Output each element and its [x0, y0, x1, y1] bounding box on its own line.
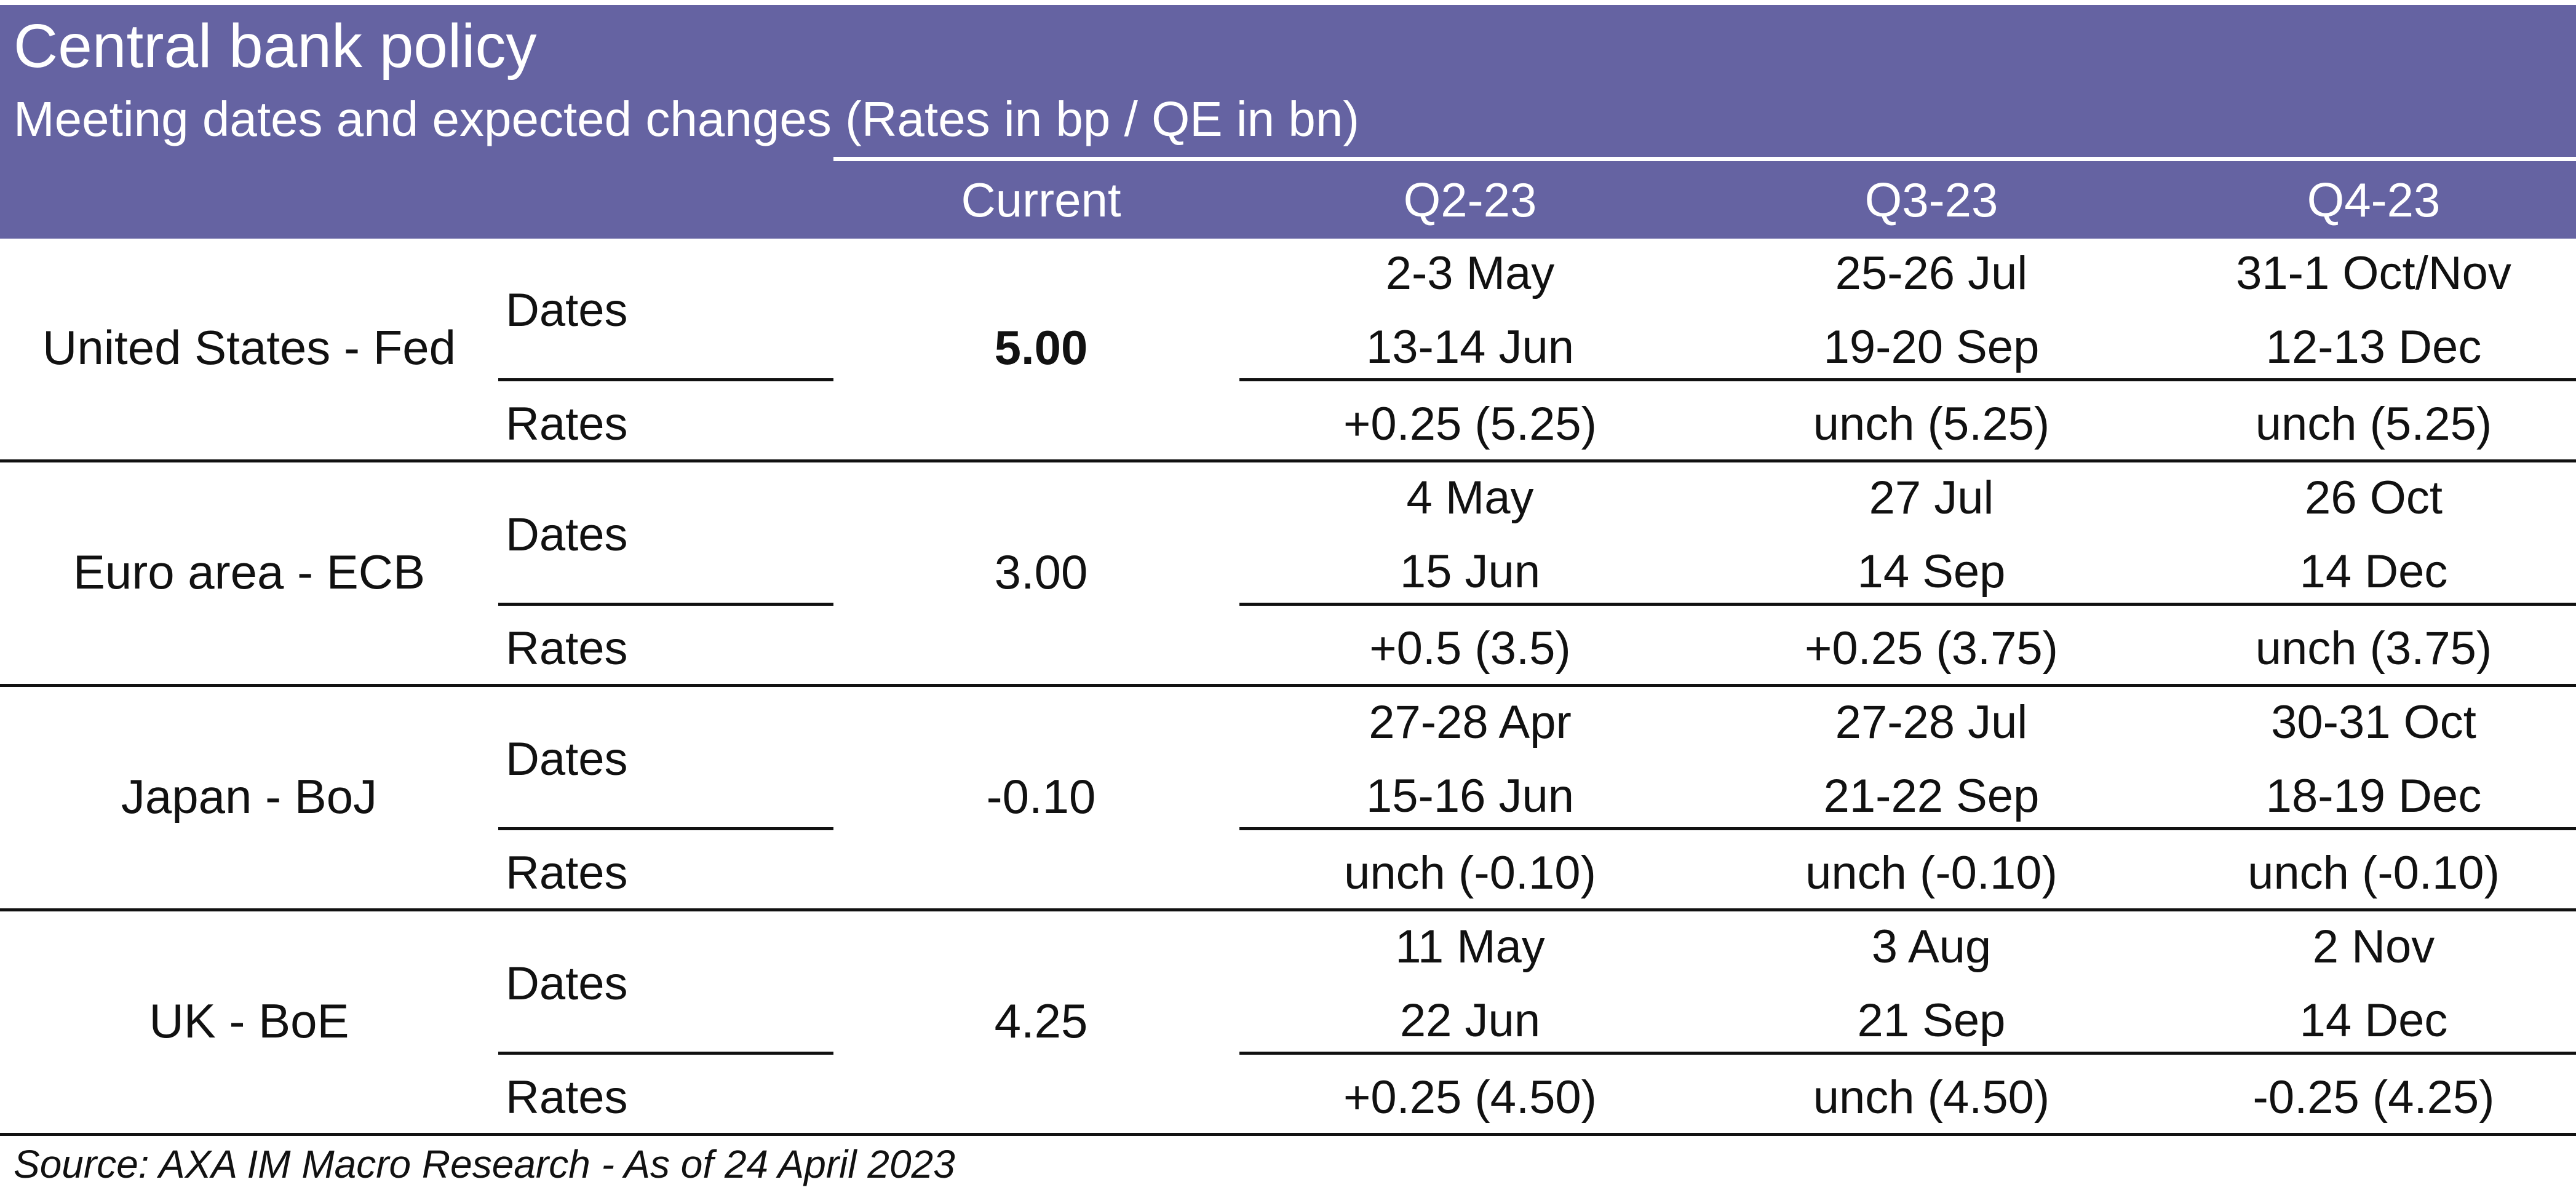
rates-label: Rates [506, 622, 628, 675]
meeting-date: 13-14 Jun [1366, 321, 1575, 373]
current-rate: -0.10 [986, 769, 1096, 823]
expected-rate-change: +0.5 (3.5) [1369, 622, 1571, 675]
block-divider [0, 1133, 2576, 1136]
expected-rate-change: unch (3.75) [2255, 622, 2492, 675]
meeting-date: 14 Sep [1857, 545, 2006, 598]
expected-rate-change: +0.25 (3.75) [1805, 622, 2058, 675]
rates-label: Rates [506, 398, 628, 450]
meeting-date: 26 Oct [2305, 472, 2443, 524]
row-divider [1239, 378, 2576, 381]
header-divider [833, 157, 2576, 161]
block-divider [0, 908, 2576, 911]
expected-rate-change: unch (-0.10) [1344, 847, 1596, 899]
meeting-date: 18-19 Dec [2265, 770, 2482, 822]
meeting-date: 27-28 Apr [1369, 696, 1572, 748]
row-divider [1239, 603, 2576, 606]
expected-rate-change: unch (-0.10) [1805, 847, 2057, 899]
current-rate: 4.25 [994, 994, 1088, 1048]
page-subtitle: Meeting dates and expected changes (Rate… [14, 92, 1360, 146]
dates-label: Dates [506, 284, 628, 336]
header-banner: Central bank policy Meeting dates and ex… [0, 5, 2576, 239]
dates-label: Dates [506, 733, 628, 785]
meeting-date: 30-31 Oct [2271, 696, 2476, 748]
column-header-q2-23: Q2-23 [1403, 173, 1537, 227]
current-rate: 5.00 [994, 320, 1088, 375]
meeting-date: 2-3 May [1385, 247, 1555, 300]
dates-label: Dates [506, 509, 628, 561]
meeting-date: 4 May [1406, 472, 1534, 524]
expected-rate-change: unch (5.25) [1813, 398, 2050, 450]
expected-rate-change: -0.25 (4.25) [2252, 1071, 2495, 1124]
meeting-date: 14 Dec [2299, 994, 2448, 1047]
meeting-date: 22 Jun [1399, 994, 1541, 1047]
bank-name: UK - BoE [149, 994, 349, 1048]
column-header-q4-23: Q4-23 [2307, 173, 2441, 227]
meeting-date: 25-26 Jul [1835, 247, 2028, 300]
meeting-date: 2 Nov [2312, 921, 2435, 973]
dates-label: Dates [506, 958, 628, 1010]
expected-rate-change: +0.25 (5.25) [1343, 398, 1597, 450]
bank-name: United States - Fed [42, 320, 456, 375]
row-divider [498, 1052, 833, 1055]
rates-label: Rates [506, 847, 628, 899]
row-divider [498, 827, 833, 830]
meeting-date: 27-28 Jul [1835, 696, 2028, 748]
source-note: Source: AXA IM Macro Research - As of 24… [14, 1142, 955, 1186]
block-divider [0, 684, 2576, 687]
expected-rate-change: unch (5.25) [2255, 398, 2492, 450]
bank-name: Euro area - ECB [73, 545, 426, 599]
column-header-q3-23: Q3-23 [1864, 173, 1998, 227]
meeting-date: 31-1 Oct/Nov [2236, 247, 2511, 300]
meeting-date: 19-20 Sep [1823, 321, 2040, 373]
meeting-date: 15 Jun [1399, 545, 1541, 598]
expected-rate-change: +0.25 (4.50) [1343, 1071, 1597, 1124]
row-divider [498, 603, 833, 606]
bank-name: Japan - BoJ [121, 769, 378, 823]
meeting-date: 12-13 Dec [2265, 321, 2482, 373]
page-title: Central bank policy [14, 12, 537, 81]
column-header-current: Current [961, 173, 1121, 227]
meeting-date: 21-22 Sep [1823, 770, 2040, 822]
rates-label: Rates [506, 1071, 628, 1124]
meeting-date: 11 May [1395, 921, 1545, 973]
meeting-date: 15-16 Jun [1366, 770, 1575, 822]
meeting-date: 14 Dec [2299, 545, 2448, 598]
block-divider [0, 459, 2576, 462]
meeting-date: 21 Sep [1857, 994, 2006, 1047]
meeting-date: 27 Jul [1869, 472, 1994, 524]
current-rate: 3.00 [994, 545, 1088, 599]
row-divider [1239, 1052, 2576, 1055]
meeting-date: 3 Aug [1871, 921, 1992, 973]
expected-rate-change: unch (4.50) [1813, 1071, 2050, 1124]
row-divider [498, 378, 833, 381]
expected-rate-change: unch (-0.10) [2248, 847, 2500, 899]
row-divider [1239, 827, 2576, 830]
